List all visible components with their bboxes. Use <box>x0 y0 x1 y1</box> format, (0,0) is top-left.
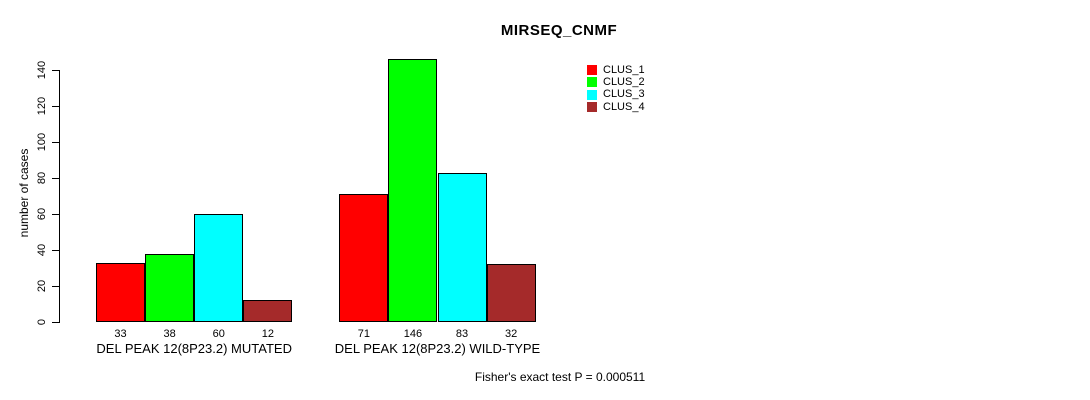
y-tick-label: 0 <box>36 318 48 326</box>
x-group-label: DEL PEAK 12(8P23.2) WILD-TYPE <box>334 341 541 356</box>
bar-clus_2-group1 <box>145 253 195 322</box>
chart-title: MIRSEQ_CNMF <box>500 22 618 39</box>
y-tick-mark <box>52 286 59 287</box>
bar-clus_1-group2 <box>339 194 389 322</box>
legend: CLUS_1 CLUS_2 CLUS_3 CLUS_4 <box>587 64 645 113</box>
legend-label: CLUS_3 <box>603 88 645 101</box>
bar-clus_3-group2 <box>437 172 487 322</box>
bar-clus_3-group1 <box>194 214 244 322</box>
bar-value-label: 38 <box>163 328 176 340</box>
bar-value-label: 146 <box>403 328 423 340</box>
legend-label: CLUS_2 <box>603 75 645 88</box>
y-tick-mark <box>52 322 59 323</box>
bar-value-label: 71 <box>357 328 370 340</box>
y-tick-mark <box>52 70 59 71</box>
y-tick-label: 100 <box>36 132 48 152</box>
y-axis-line <box>59 70 60 323</box>
y-tick-label: 60 <box>36 207 48 221</box>
legend-item-clus_2: CLUS_2 <box>587 76 645 88</box>
bar-value-label: 12 <box>261 328 274 340</box>
legend-label: CLUS_4 <box>603 100 645 113</box>
y-tick-mark <box>52 250 59 251</box>
bar-value-label: 83 <box>455 328 469 340</box>
y-tick-mark <box>52 214 59 215</box>
legend-item-clus_3: CLUS_3 <box>587 89 645 101</box>
legend-swatch-clus_1 <box>587 65 597 76</box>
y-tick-mark <box>52 178 59 179</box>
y-tick-label: 140 <box>36 60 48 80</box>
y-tick-mark <box>52 106 59 107</box>
bar-clus_4-group1 <box>243 300 293 322</box>
y-tick-label: 120 <box>36 96 48 116</box>
bar-value-label: 33 <box>114 328 127 340</box>
y-tick-label: 80 <box>36 171 48 185</box>
bar-value-label: 32 <box>505 328 518 340</box>
bar-value-label: 60 <box>212 328 225 340</box>
bar-clus_4-group2 <box>486 264 536 322</box>
x-group-label: DEL PEAK 12(8P23.2) MUTATED <box>96 341 292 356</box>
y-tick-label: 40 <box>36 243 48 257</box>
y-tick-mark <box>52 142 59 143</box>
legend-label: CLUS_1 <box>603 63 645 76</box>
y-tick-label: 20 <box>36 279 48 293</box>
fisher-test-note: Fisher's exact test P = 0.000511 <box>474 370 646 384</box>
legend-swatch-clus_2 <box>587 77 597 88</box>
legend-item-clus_4: CLUS_4 <box>587 101 645 113</box>
y-axis-label: number of cases <box>17 148 31 238</box>
bar-clus_1-group1 <box>96 262 146 322</box>
legend-swatch-clus_3 <box>587 89 597 100</box>
legend-swatch-clus_4 <box>587 102 597 113</box>
bar-clus_2-group2 <box>388 59 438 322</box>
legend-item-clus_1: CLUS_1 <box>587 64 645 76</box>
